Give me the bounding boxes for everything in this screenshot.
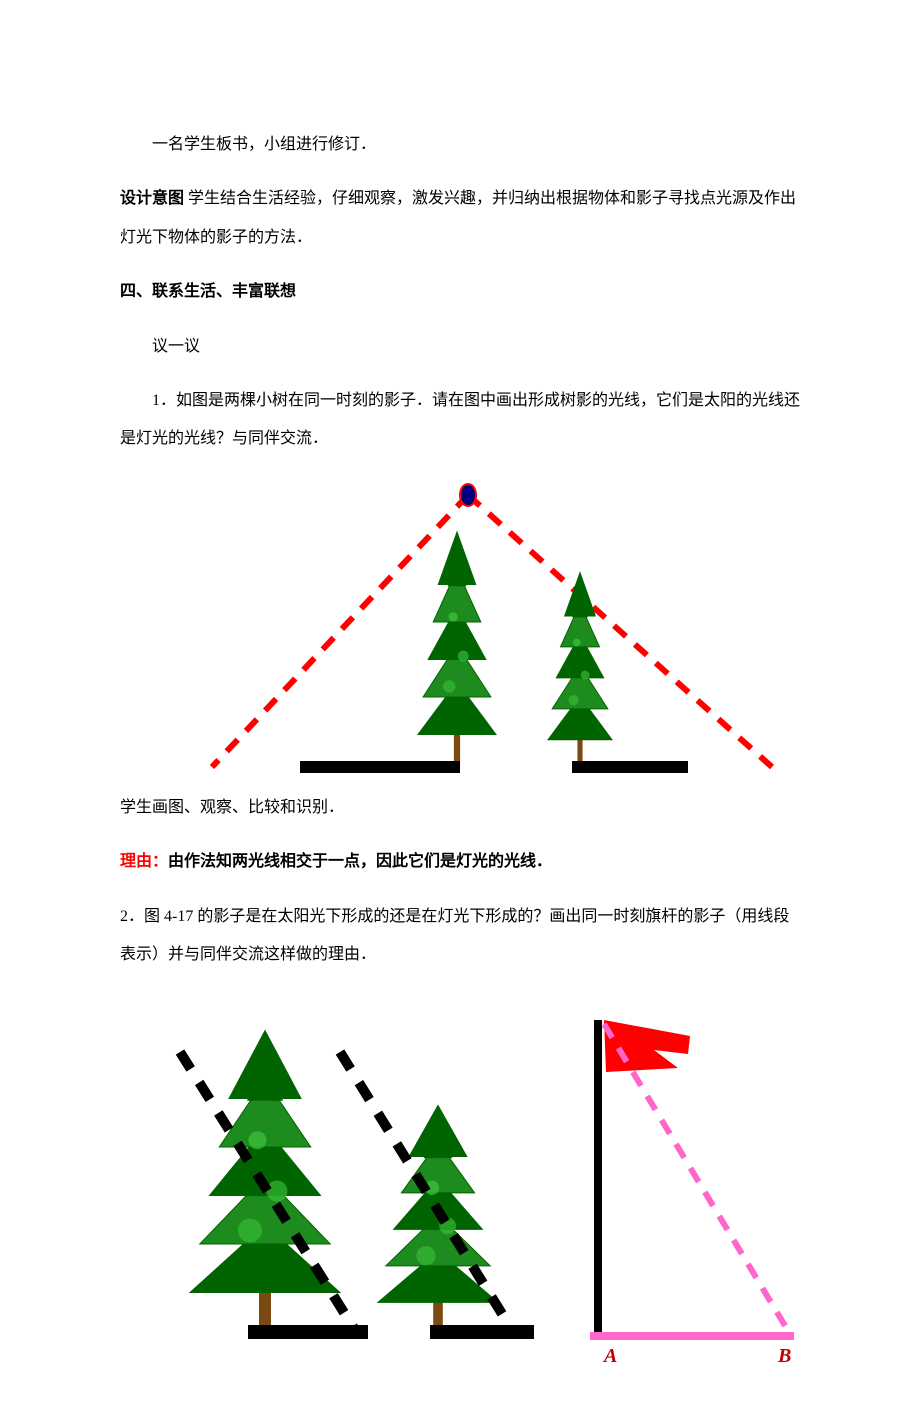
paragraph-observe: 学生画图、观察、比较和识别． [120,789,800,827]
figure-2-svg: AB [130,990,810,1370]
figure-1-lamp-shadows [160,475,800,785]
document-page: 一名学生板书，小组进行修订． 设计意图 学生结合生活经验，仔细观察，激发兴趣，并… [0,0,920,1410]
label-design-intent: 设计意图 [120,190,184,207]
paragraph-reason: 理由：由作法知两光线相交于一点，因此它们是灯光的光线． [120,843,800,881]
text-reason-body: 由作法知两光线相交于一点，因此它们是灯光的光线． [168,853,552,870]
paragraph-design-intent: 设计意图 学生结合生活经验，仔细观察，激发兴趣，并归纳出根据物体和影子寻找点光源… [120,180,800,257]
label-reason: 理由： [120,853,168,870]
text-design-intent-body: 学生结合生活经验，仔细观察，激发兴趣，并归纳出根据物体和影子寻找点光源及作出灯光… [120,190,796,245]
figure-1-svg [160,475,800,785]
heading-section-4: 四、联系生活、丰富联想 [120,273,800,311]
figure-2-sun-shadows: AB [130,990,810,1370]
paragraph-q2: 2．图 4-17 的影子是在太阳光下形成的还是在灯光下形成的？画出同一时刻旗杆的… [120,898,800,975]
svg-text:A: A [602,1345,617,1367]
paragraph-student-board: 一名学生板书，小组进行修订． [120,126,800,164]
svg-text:B: B [777,1345,791,1367]
paragraph-q1: 1．如图是两棵小树在同一时刻的影子．请在图中画出形成树影的光线，它们是太阳的光线… [120,382,800,459]
paragraph-discuss: 议一议 [120,328,800,366]
